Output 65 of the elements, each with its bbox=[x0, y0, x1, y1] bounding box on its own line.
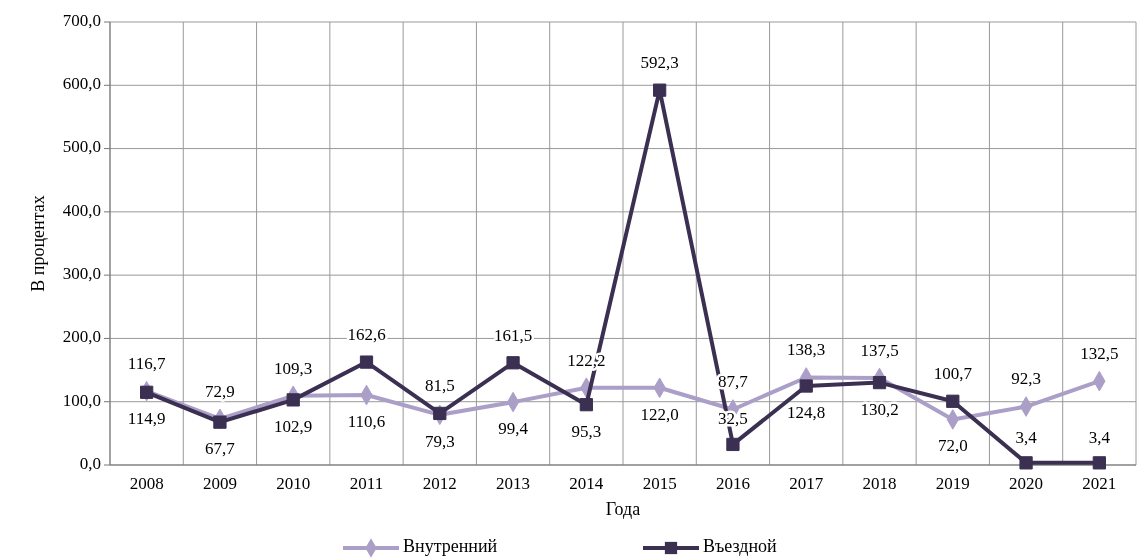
data-label: 81,5 bbox=[424, 376, 455, 396]
data-label: 162,6 bbox=[347, 325, 386, 344]
x-tick-label: 2008 bbox=[129, 473, 164, 493]
x-tick-label: 2016 bbox=[715, 473, 750, 493]
data-label: 3,4 bbox=[1015, 427, 1038, 447]
data-label: 95,3 bbox=[571, 421, 602, 441]
data-label: 3,4 bbox=[1088, 427, 1111, 447]
data-label: 138,3 bbox=[787, 340, 826, 360]
y-tick-label: 200,0 bbox=[62, 327, 101, 347]
point bbox=[433, 406, 447, 421]
y-tick-label: 0,0 bbox=[79, 453, 101, 473]
data-label: 124,8 bbox=[787, 402, 826, 422]
x-tick-label: 2019 bbox=[935, 473, 970, 493]
point bbox=[579, 398, 593, 412]
data-label: 161,5 bbox=[493, 325, 533, 345]
y-tick-label: 500,0 bbox=[62, 137, 101, 157]
data-label: 109,3 bbox=[274, 358, 313, 378]
point bbox=[286, 393, 300, 407]
x-tick-label: 2018 bbox=[862, 473, 897, 493]
data-label: 72,9 bbox=[205, 381, 235, 401]
data-label: 67,7 bbox=[205, 439, 236, 459]
x-axis-title: Года bbox=[605, 499, 641, 519]
data-label: 137,5 bbox=[860, 340, 899, 360]
y-tick-label: 100,0 bbox=[62, 390, 101, 410]
point bbox=[1092, 456, 1106, 470]
point bbox=[213, 415, 227, 429]
y-tick-label: 400,0 bbox=[62, 200, 101, 220]
point bbox=[653, 83, 667, 97]
y-tick-label: 300,0 bbox=[62, 264, 101, 284]
x-tick-label: 2010 bbox=[276, 473, 311, 493]
data-label: 110,6 bbox=[347, 411, 386, 431]
data-label: 92,3 bbox=[1011, 369, 1041, 389]
data-label: 592,3 bbox=[640, 53, 679, 73]
data-label: 79,3 bbox=[424, 431, 455, 451]
x-tick-label: 2011 bbox=[349, 473, 384, 493]
x-tick-label: 2014 bbox=[569, 473, 604, 493]
x-tick-label: 2012 bbox=[422, 473, 457, 493]
point bbox=[872, 375, 887, 390]
legend-label: Внутренний bbox=[403, 536, 498, 557]
x-tick-label: 2013 bbox=[496, 473, 531, 493]
y-tick-label: 600,0 bbox=[62, 74, 101, 94]
x-tick-label: 2015 bbox=[642, 473, 677, 493]
data-label: 114,9 bbox=[127, 409, 166, 429]
point bbox=[506, 356, 520, 370]
data-label: 102,9 bbox=[274, 416, 313, 436]
data-label: 122,0 bbox=[640, 404, 679, 424]
x-tick-label: 2009 bbox=[202, 473, 237, 493]
x-tick-label: 2020 bbox=[1009, 473, 1044, 493]
y-tick-label: 700,0 bbox=[62, 10, 101, 30]
data-label: 99,4 bbox=[498, 419, 529, 438]
legend-label: Въездной bbox=[703, 536, 778, 557]
point bbox=[359, 355, 374, 369]
point bbox=[1019, 456, 1033, 470]
point bbox=[946, 394, 960, 408]
x-tick-label: 2021 bbox=[1082, 473, 1117, 493]
data-label: 132,5 bbox=[1080, 344, 1119, 364]
data-label: 72,0 bbox=[937, 436, 968, 456]
point bbox=[726, 437, 740, 452]
x-tick-label: 2017 bbox=[789, 473, 824, 493]
y-axis-title: В процентах bbox=[28, 195, 49, 292]
point bbox=[140, 385, 154, 399]
point bbox=[799, 379, 813, 393]
data-label: 130,2 bbox=[860, 399, 899, 419]
data-label: 116,7 bbox=[127, 354, 166, 374]
data-label: 100,7 bbox=[933, 364, 973, 384]
